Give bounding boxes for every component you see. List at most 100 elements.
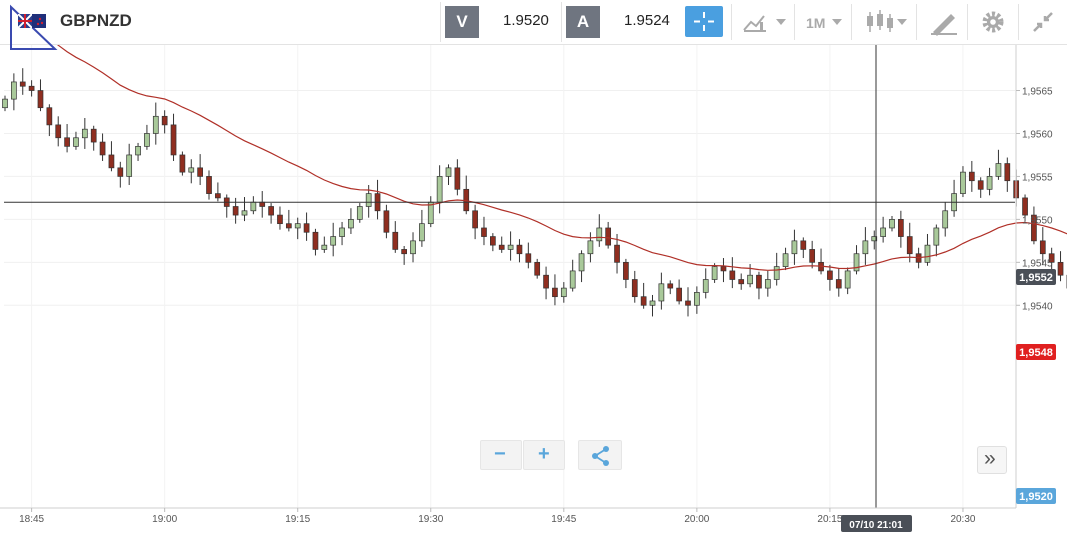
crosshair-price-badge: 1,9552 xyxy=(1016,269,1056,285)
candle-down xyxy=(401,249,407,255)
candle-up xyxy=(880,227,886,237)
ask-button[interactable]: A xyxy=(566,6,600,38)
crosshair-price-label: 1,9552 xyxy=(1019,272,1053,284)
candle-down xyxy=(55,124,62,139)
candle-up xyxy=(321,244,328,250)
candle-down xyxy=(259,201,266,207)
share-icon xyxy=(592,446,609,466)
candle-down xyxy=(277,214,283,225)
zoom-in-button[interactable]: + xyxy=(523,440,565,470)
price-axis: 1,9540 1,9545 1,9550 1,9555 1,9560 1,9565 xyxy=(1016,87,1053,312)
ask-block[interactable]: A 1.9524 xyxy=(561,2,680,42)
candle-up xyxy=(419,223,425,242)
candles xyxy=(2,68,1067,317)
candle-down xyxy=(809,249,816,263)
candle-down xyxy=(179,154,186,173)
last-price-label: 1,9520 xyxy=(1019,491,1053,503)
scroll-to-latest-button[interactable]: » xyxy=(977,446,1007,474)
candle-down xyxy=(525,253,532,263)
candle-up xyxy=(578,253,585,272)
candle-up xyxy=(410,240,416,255)
candle-down xyxy=(898,219,904,237)
crosshair-time-label: 07/10 21:01 xyxy=(849,520,903,531)
candle-up xyxy=(135,146,141,156)
candle-down xyxy=(108,154,115,169)
collapse-icon xyxy=(1033,12,1053,32)
candle-up xyxy=(862,240,869,255)
candle-down xyxy=(28,85,35,91)
candle-down xyxy=(46,107,53,126)
time-tick-label: 19:45 xyxy=(551,514,576,525)
candle-down xyxy=(161,115,168,126)
candle-up xyxy=(339,227,345,237)
bid-button[interactable]: V xyxy=(445,6,479,38)
indicators-button[interactable] xyxy=(731,4,794,40)
candle-up xyxy=(764,279,771,289)
candle-down xyxy=(1004,163,1011,182)
price-tick-label: 1,9560 xyxy=(1022,129,1053,140)
candle-down xyxy=(623,261,629,280)
candle-down xyxy=(552,287,558,298)
candle-up xyxy=(436,176,443,203)
last-price-badge: 1,9520 xyxy=(1016,488,1056,504)
candle-up xyxy=(348,219,354,229)
timeframe-button[interactable]: 1M xyxy=(794,4,851,40)
share-button[interactable] xyxy=(578,440,622,470)
time-tick-label: 18:45 xyxy=(19,514,44,525)
candle-down xyxy=(534,261,541,276)
candle-up xyxy=(960,171,966,194)
candle-up xyxy=(871,236,878,242)
crosshair-time-badge: 07/10 21:01 xyxy=(841,515,912,532)
candle-up xyxy=(11,81,17,100)
price-tick-label: 1,9565 xyxy=(1022,87,1053,98)
chart-type-button[interactable] xyxy=(851,4,916,40)
candle-up xyxy=(241,210,248,216)
candle-up xyxy=(924,244,931,263)
candle-up xyxy=(587,240,594,255)
time-tick-label: 20:15 xyxy=(817,514,842,525)
candle-up xyxy=(126,154,133,177)
candle-down xyxy=(498,244,505,250)
crosshair-button[interactable] xyxy=(685,6,723,37)
candle-down xyxy=(90,128,97,143)
zoom-out-button[interactable]: − xyxy=(480,440,522,470)
candle-down xyxy=(117,167,124,177)
candlestick-icon xyxy=(867,10,893,32)
candle-down xyxy=(676,287,682,302)
candle-down xyxy=(19,81,26,87)
settings-button[interactable] xyxy=(967,4,1018,40)
time-tick-label: 20:00 xyxy=(684,514,709,525)
ma-price-label: 1,9548 xyxy=(1019,347,1053,359)
crosshair-icon xyxy=(694,12,714,31)
candle-down xyxy=(64,137,70,147)
collapse-button[interactable] xyxy=(1018,4,1067,40)
time-tick-label: 20:30 xyxy=(950,514,975,525)
candle-down xyxy=(197,167,203,177)
chevron-down-icon xyxy=(832,19,842,25)
moving-average-line xyxy=(4,14,1067,271)
candle-up xyxy=(844,270,851,289)
candle-down xyxy=(1057,261,1064,276)
price-tick-label: 1,9555 xyxy=(1022,172,1053,183)
grid xyxy=(4,45,1015,508)
candle-up xyxy=(294,223,301,229)
chart-toolbar: GBPNZD V 1.9520 A 1.9524 1M xyxy=(0,0,1067,50)
candle-down xyxy=(303,223,310,233)
candle-up xyxy=(694,292,700,306)
price-tick-label: 1,9550 xyxy=(1022,215,1053,226)
candle-down xyxy=(312,231,319,250)
candle-down xyxy=(640,296,647,306)
candle-up xyxy=(747,274,753,285)
drawing-tools-button[interactable] xyxy=(916,4,967,40)
candle-down xyxy=(685,300,691,306)
candle-down xyxy=(906,236,913,255)
candle-up xyxy=(942,210,949,229)
candle-down xyxy=(738,279,745,285)
bid-block[interactable]: V 1.9520 xyxy=(440,2,561,42)
time-axis: 18:45 19:00 19:15 19:30 19:45 20:00 20:15 20:30… xyxy=(19,508,976,525)
ask-price: 1.9524 xyxy=(624,12,670,29)
candle-down xyxy=(827,270,833,280)
candle-up xyxy=(782,253,789,267)
candle-down xyxy=(729,270,736,280)
